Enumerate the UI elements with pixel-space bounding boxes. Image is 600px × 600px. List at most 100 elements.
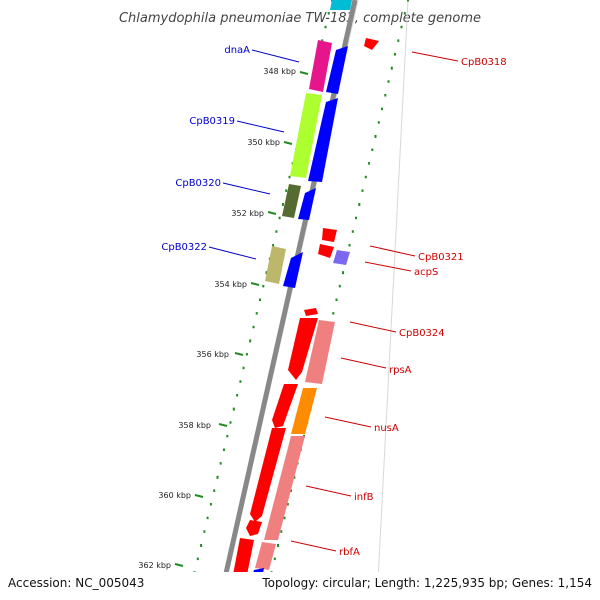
gene-CpB0320-bar <box>282 184 301 218</box>
gene-infB-bar <box>264 436 305 540</box>
ring-dot <box>338 284 341 288</box>
gene-CpB0324-arrow <box>304 308 318 316</box>
leader-line <box>369 245 416 257</box>
ring-dot <box>272 244 275 247</box>
gene-label-CpB0322[interactable]: CpB0322 <box>161 242 207 253</box>
leader-line <box>349 321 397 333</box>
leader-line <box>411 51 459 62</box>
gene-rbfA-bar <box>255 542 276 570</box>
ring-dot <box>265 271 268 275</box>
gene-CpB0319-bar <box>290 93 322 178</box>
ring-dot <box>281 203 284 206</box>
ring-dot <box>200 544 203 547</box>
gene-label-nusA[interactable]: nusA <box>374 423 399 434</box>
ring-dot <box>293 475 296 479</box>
gene-dnaA-bar <box>309 40 332 92</box>
footer-background <box>0 572 600 600</box>
outer-guide-line <box>376 0 409 600</box>
ring-dot <box>342 271 344 275</box>
leader-line <box>324 416 372 428</box>
gene-CpB0322-arrow <box>283 252 303 288</box>
gene-CpB0324-red <box>288 318 318 380</box>
ring-dot <box>229 421 232 424</box>
gene-label-infB[interactable]: infB <box>354 492 374 503</box>
ring-dot <box>384 94 387 97</box>
ring-dot <box>259 298 261 301</box>
ring-dot <box>286 503 289 506</box>
ring-dot <box>348 244 351 247</box>
gene-label-rbfA[interactable]: rbfA <box>339 547 360 558</box>
tick-mark <box>283 141 293 145</box>
gene-CpB0322-bar <box>265 246 286 284</box>
gene-label-CpB0321[interactable]: CpB0321 <box>418 252 464 263</box>
gene-label-acpS[interactable]: acpS <box>414 267 438 278</box>
tick-mark <box>194 494 204 498</box>
tick-mark <box>250 282 260 286</box>
ring-dot <box>368 162 370 165</box>
ring-dot <box>273 557 276 561</box>
topology-text: Topology: circular; Length: 1,225,935 bp… <box>261 576 592 590</box>
ring-dot <box>355 216 357 220</box>
ring-dot <box>390 66 393 70</box>
leader-line <box>236 120 285 133</box>
gene-label-CpB0324[interactable]: CpB0324 <box>399 328 445 339</box>
leader-line <box>222 182 271 195</box>
gene-nusA-bar <box>291 388 317 434</box>
ring-dot <box>358 203 361 206</box>
ring-dot <box>236 394 239 397</box>
leader-line <box>208 246 257 260</box>
ring-dot <box>209 503 212 506</box>
tick-label: 362 kbp <box>138 561 171 570</box>
position-ticks: 348 kbp 350 kbp 352 kbp 354 kbp 356 kbp … <box>138 67 309 570</box>
tick-label: 352 kbp <box>231 209 264 218</box>
tick-mark <box>218 423 228 427</box>
ring-dot <box>278 216 281 220</box>
ring-dot <box>255 312 258 315</box>
ring-dot <box>275 230 278 233</box>
gene-acpS-arrow <box>333 250 350 265</box>
ring-dot <box>377 121 380 124</box>
gene-label-CpB0320[interactable]: CpB0320 <box>175 178 221 189</box>
ring-dot <box>371 148 374 151</box>
leader-line <box>290 540 337 552</box>
ring-dot <box>387 80 390 83</box>
ring-dot <box>290 489 292 492</box>
ring-dot <box>283 516 286 520</box>
gene-label-dnaA[interactable]: dnaA <box>224 45 250 56</box>
gene-infB-red <box>250 428 286 522</box>
ring-dot <box>277 544 279 547</box>
tick-label: 360 kbp <box>158 491 191 500</box>
ring-dot <box>223 448 225 451</box>
ring-dot <box>216 475 219 479</box>
gene-label-rpsA[interactable]: rpsA <box>389 365 412 376</box>
ring-dot <box>288 175 291 179</box>
gene-nusA-red <box>272 384 298 428</box>
forward-gene-labels: dnaA CpB0319 CpB0320 CpB0322 <box>161 45 300 260</box>
ring-dot <box>327 12 330 15</box>
ring-dot <box>394 53 396 56</box>
ring-dot <box>213 489 216 492</box>
gene-dnaA-arrow <box>326 46 348 94</box>
ring-dot <box>332 312 335 315</box>
gene-CpB0318-arrow <box>364 38 379 50</box>
tick-label: 350 kbp <box>247 138 280 147</box>
ring-dot <box>381 107 383 111</box>
ring-dot <box>335 298 338 301</box>
reverse-gene-labels: CpB0318 CpB0321 acpS CpB0324 rpsA nusA i… <box>290 51 507 558</box>
tick-label: 356 kbp <box>196 350 229 359</box>
ring-dot <box>407 0 409 2</box>
gene-label-CpB0318[interactable]: CpB0318 <box>461 57 507 68</box>
tick-label: 354 kbp <box>214 280 247 289</box>
ring-dot <box>262 284 265 288</box>
ring-dot <box>321 39 324 42</box>
tick-label: 348 kbp <box>263 67 296 76</box>
ring-dot <box>280 530 283 533</box>
ring-dot <box>245 353 248 356</box>
ring-dot <box>226 434 229 438</box>
ring-dot <box>351 230 354 233</box>
accession-text: Accession: NC_005043 <box>8 576 144 590</box>
tick-mark <box>174 563 184 567</box>
tick-label: 358 kbp <box>178 421 211 430</box>
ring-dot <box>206 516 209 520</box>
gene-label-CpB0319[interactable]: CpB0319 <box>189 116 235 127</box>
